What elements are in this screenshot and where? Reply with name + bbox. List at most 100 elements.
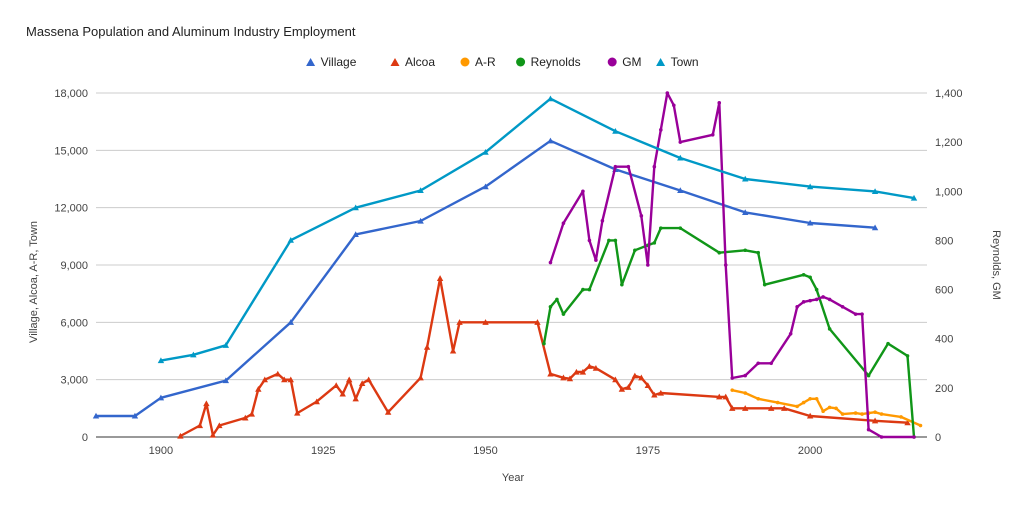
data-point [222, 342, 230, 348]
x-axis-title: Year [502, 472, 525, 484]
data-point [853, 411, 858, 415]
data-point [547, 95, 554, 102]
data-point [717, 101, 722, 105]
series-line [159, 97, 916, 362]
y-left-tick-label: 12,000 [54, 203, 88, 215]
data-point [287, 319, 294, 325]
data-point [196, 422, 204, 429]
data-point [620, 282, 624, 287]
y-left-tick-label: 9,000 [60, 260, 88, 272]
y-right-tick-label: 1,000 [935, 186, 963, 198]
legend-item: Village [306, 55, 357, 69]
data-point [365, 376, 372, 383]
data-point [806, 219, 814, 226]
data-point [780, 405, 788, 411]
data-point [775, 400, 780, 405]
data-point [723, 263, 728, 267]
data-point [352, 395, 359, 402]
y-right-tick-label: 1,400 [935, 88, 963, 100]
data-point [261, 376, 268, 383]
series-village [92, 137, 879, 419]
data-point [756, 396, 761, 401]
data-point [873, 410, 877, 414]
data-point [677, 187, 684, 194]
data-point [743, 391, 748, 395]
data-point [449, 347, 457, 354]
data-point [678, 226, 683, 230]
data-point [548, 304, 553, 309]
data-point [281, 376, 288, 383]
y-right-tick-label: 600 [935, 285, 953, 297]
data-point [806, 412, 814, 419]
data-point [795, 304, 799, 309]
data-point [918, 423, 923, 428]
series-line [179, 277, 909, 438]
data-point [633, 248, 637, 253]
data-point [821, 409, 825, 414]
data-point [716, 393, 723, 400]
legend-marker [516, 57, 526, 67]
data-point [339, 390, 346, 397]
data-point [423, 343, 431, 350]
data-point [313, 398, 320, 405]
data-point [547, 370, 554, 377]
data-point [639, 214, 644, 218]
data-point [910, 194, 918, 201]
data-point [612, 128, 619, 134]
series-town [157, 95, 918, 364]
y-left-tick-label: 15,000 [54, 145, 88, 157]
legend-label: Town [671, 55, 699, 69]
y-right-tick-label: 800 [935, 235, 953, 247]
x-tick-label: 1900 [149, 445, 173, 457]
series-reynolds [542, 226, 916, 439]
data-point [555, 297, 559, 302]
data-point [808, 396, 812, 401]
data-point [358, 380, 366, 387]
data-point [581, 189, 585, 194]
x-tick-label: 1925 [311, 445, 335, 457]
data-point [417, 187, 424, 194]
legend-label: Alcoa [405, 55, 435, 69]
y-left-tick-label: 18,000 [54, 88, 88, 100]
data-point [866, 427, 871, 432]
data-point [579, 368, 587, 375]
data-point [722, 393, 729, 400]
data-point [222, 377, 230, 384]
data-point [801, 300, 806, 304]
data-point [203, 400, 210, 407]
data-point [651, 391, 658, 398]
data-point [762, 282, 767, 287]
series-alcoa [177, 275, 911, 439]
x-tick-label: 1975 [636, 445, 660, 457]
data-point [814, 287, 819, 292]
data-point [871, 417, 879, 424]
series-a-r [730, 388, 923, 428]
legend-item: Alcoa [390, 55, 435, 69]
data-point [638, 374, 645, 381]
data-point [871, 188, 879, 194]
data-point [912, 435, 916, 439]
x-tick-label: 2000 [798, 445, 822, 457]
y-left-tick-label: 3,000 [60, 375, 88, 387]
data-point [904, 419, 911, 426]
data-point [710, 132, 715, 137]
y-right-tick-label: 1,200 [935, 137, 963, 149]
data-point [587, 287, 592, 292]
data-point [255, 386, 262, 392]
data-point [548, 260, 553, 265]
data-point [573, 368, 580, 375]
data-point [879, 412, 884, 416]
data-point [613, 164, 618, 169]
data-point [860, 312, 864, 316]
data-point [542, 341, 546, 346]
series-lines [92, 91, 923, 439]
axes: 0 3,000 6,000 9,000 12,000 15,000 18,000 0 200 40… [54, 88, 962, 457]
y-axis-right-title: Reynolds, GM [990, 230, 1002, 300]
data-point [216, 422, 223, 429]
data-point [730, 376, 735, 380]
data-point [417, 217, 424, 224]
data-point [730, 388, 735, 392]
data-point [547, 137, 554, 144]
data-point [646, 263, 650, 267]
